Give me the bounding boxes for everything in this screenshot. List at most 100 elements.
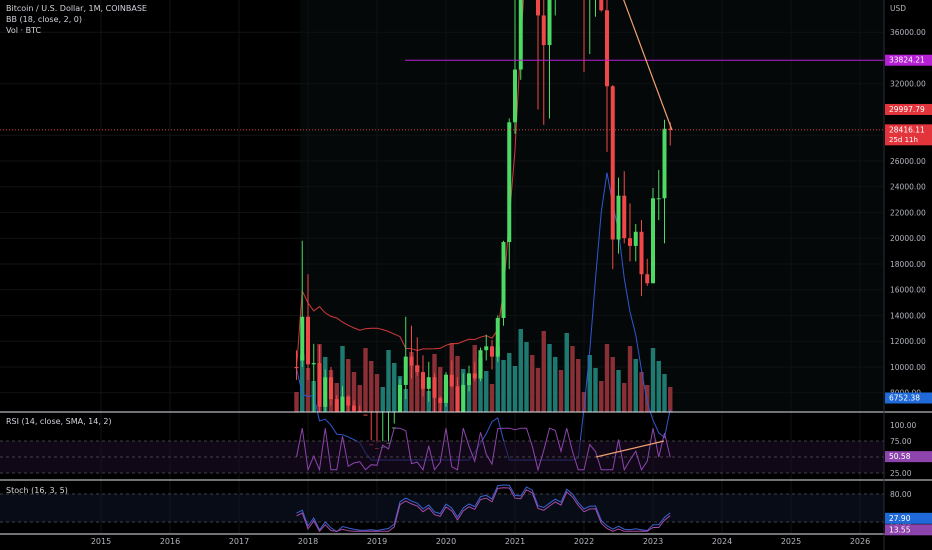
- candle-body: [536, 0, 540, 16]
- volume-bar: [535, 368, 541, 412]
- symbol-title[interactable]: Bitcoin / U.S. Dollar, 1M, COINBASE: [6, 4, 147, 13]
- last-price-label-bg: [885, 124, 932, 146]
- volume-bar: [340, 346, 345, 412]
- volume-bar: [541, 331, 546, 412]
- candle-body: [507, 122, 512, 243]
- candle-body: [357, 410, 362, 412]
- candle-body: [311, 363, 316, 365]
- volume-bar: [576, 359, 581, 412]
- bb-band-fill: [300, 0, 884, 412]
- rsi-tick-label: 25.00: [890, 469, 912, 478]
- volume-bar: [558, 370, 564, 412]
- rsi-title[interactable]: RSI (14, close, SMA, 14, 2): [6, 417, 112, 426]
- legend: Bitcoin / U.S. Dollar, 1M, COINBASE BB (…: [6, 3, 147, 36]
- volume-indicator-title[interactable]: Vol · BTC: [6, 26, 42, 35]
- candle-body: [541, 15, 546, 46]
- time-tick-label: 2020: [436, 537, 456, 546]
- candle-body: [472, 373, 477, 379]
- candle-body: [633, 231, 638, 246]
- price-tick-label: 32000.00: [890, 80, 926, 89]
- price-tick-label: 20000.00: [890, 234, 926, 243]
- rsi-pane: [0, 427, 884, 474]
- volume-bar: [363, 348, 368, 412]
- rsi-last-label-bg: [885, 451, 932, 463]
- candle-body: [334, 399, 339, 412]
- stoch-pane: [0, 484, 884, 533]
- time-tick-label: 2019: [367, 537, 387, 546]
- candle-body: [306, 316, 310, 365]
- candle-body: [610, 86, 615, 240]
- candle-body: [513, 69, 517, 123]
- time-tick-label: 2026: [850, 537, 870, 546]
- candle-body: [467, 373, 471, 385]
- volume-bar: [495, 347, 500, 412]
- volume-bar: [300, 355, 305, 412]
- candle-body: [300, 316, 305, 361]
- rsi-legend: RSI (14, close, SMA, 14, 2): [6, 416, 112, 427]
- stoch-title[interactable]: Stoch (16, 3, 5): [6, 486, 68, 495]
- price-tick-label: 22000.00: [890, 208, 926, 217]
- candle-body: [329, 377, 333, 400]
- hline-price-label: 33824.21: [889, 56, 925, 65]
- candle-body: [501, 242, 506, 319]
- volume-bar: [369, 361, 374, 412]
- candle-body: [656, 198, 661, 200]
- volume-bar: [409, 352, 414, 412]
- drawings[interactable]: [0, 0, 884, 131]
- stoch-k-line: [296, 484, 671, 533]
- bb-indicator-title[interactable]: BB (18, close, 2, 0): [6, 15, 82, 24]
- volume-bar: [415, 365, 420, 412]
- rsi-line: [296, 427, 671, 472]
- volume-bar: [294, 392, 299, 412]
- hline-price-label-bg: [885, 54, 932, 66]
- candle-body: [426, 377, 431, 389]
- volume-bar: [662, 374, 667, 412]
- time-tick-label: 2022: [574, 537, 594, 546]
- rsi-tick-label: 75.00: [890, 437, 912, 446]
- candle-body: [628, 238, 632, 246]
- candle-body: [478, 350, 483, 379]
- volume-bar: [512, 366, 518, 412]
- candle-body: [605, 10, 609, 87]
- volume-bar: [351, 372, 357, 412]
- candle-body: [484, 346, 489, 351]
- candle-body: [438, 397, 443, 403]
- volume-bar: [346, 359, 351, 412]
- candle-body: [444, 374, 448, 403]
- candle-body: [461, 384, 466, 412]
- volume-bar: [547, 344, 552, 412]
- time-tick-label: 2023: [643, 537, 663, 546]
- candle-body: [409, 356, 414, 366]
- stoch-d-label-bg: [885, 524, 932, 536]
- time-tick-label: 2024: [712, 537, 732, 546]
- candle-body: [363, 414, 368, 416]
- volume-bar: [650, 348, 656, 412]
- candle-body: [639, 231, 644, 275]
- volume-bar: [645, 385, 650, 412]
- rsi-last-label: 50.58: [889, 452, 911, 461]
- candle-body: [662, 128, 667, 199]
- stoch-tick-label: 80.00: [890, 490, 912, 499]
- candle-body: [651, 198, 655, 284]
- candle-body: [668, 128, 673, 130]
- time-tick-label: 2021: [505, 537, 525, 546]
- last-price-label: 28416.11: [889, 125, 925, 134]
- time-tick-label: 2016: [160, 537, 180, 546]
- price-tick-label: 10000.00: [890, 363, 926, 372]
- candle-body: [323, 377, 328, 407]
- trend-line: [623, 0, 673, 131]
- volume-bar: [656, 361, 661, 412]
- candle-body: [449, 374, 454, 387]
- volume-bar: [627, 346, 633, 412]
- bb-upper-price-label: 29997.79: [889, 105, 925, 114]
- volume-bar: [639, 372, 644, 412]
- stoch-k-label: 27.90: [889, 514, 911, 523]
- volume-bar: [501, 360, 506, 412]
- volume-bar: [357, 385, 362, 412]
- volume-bar: [478, 358, 483, 412]
- candle-body: [421, 372, 425, 389]
- volume-bar: [392, 363, 397, 412]
- bb-upper-price-label-bg: [885, 103, 932, 115]
- time-tick-label: 2017: [229, 537, 249, 546]
